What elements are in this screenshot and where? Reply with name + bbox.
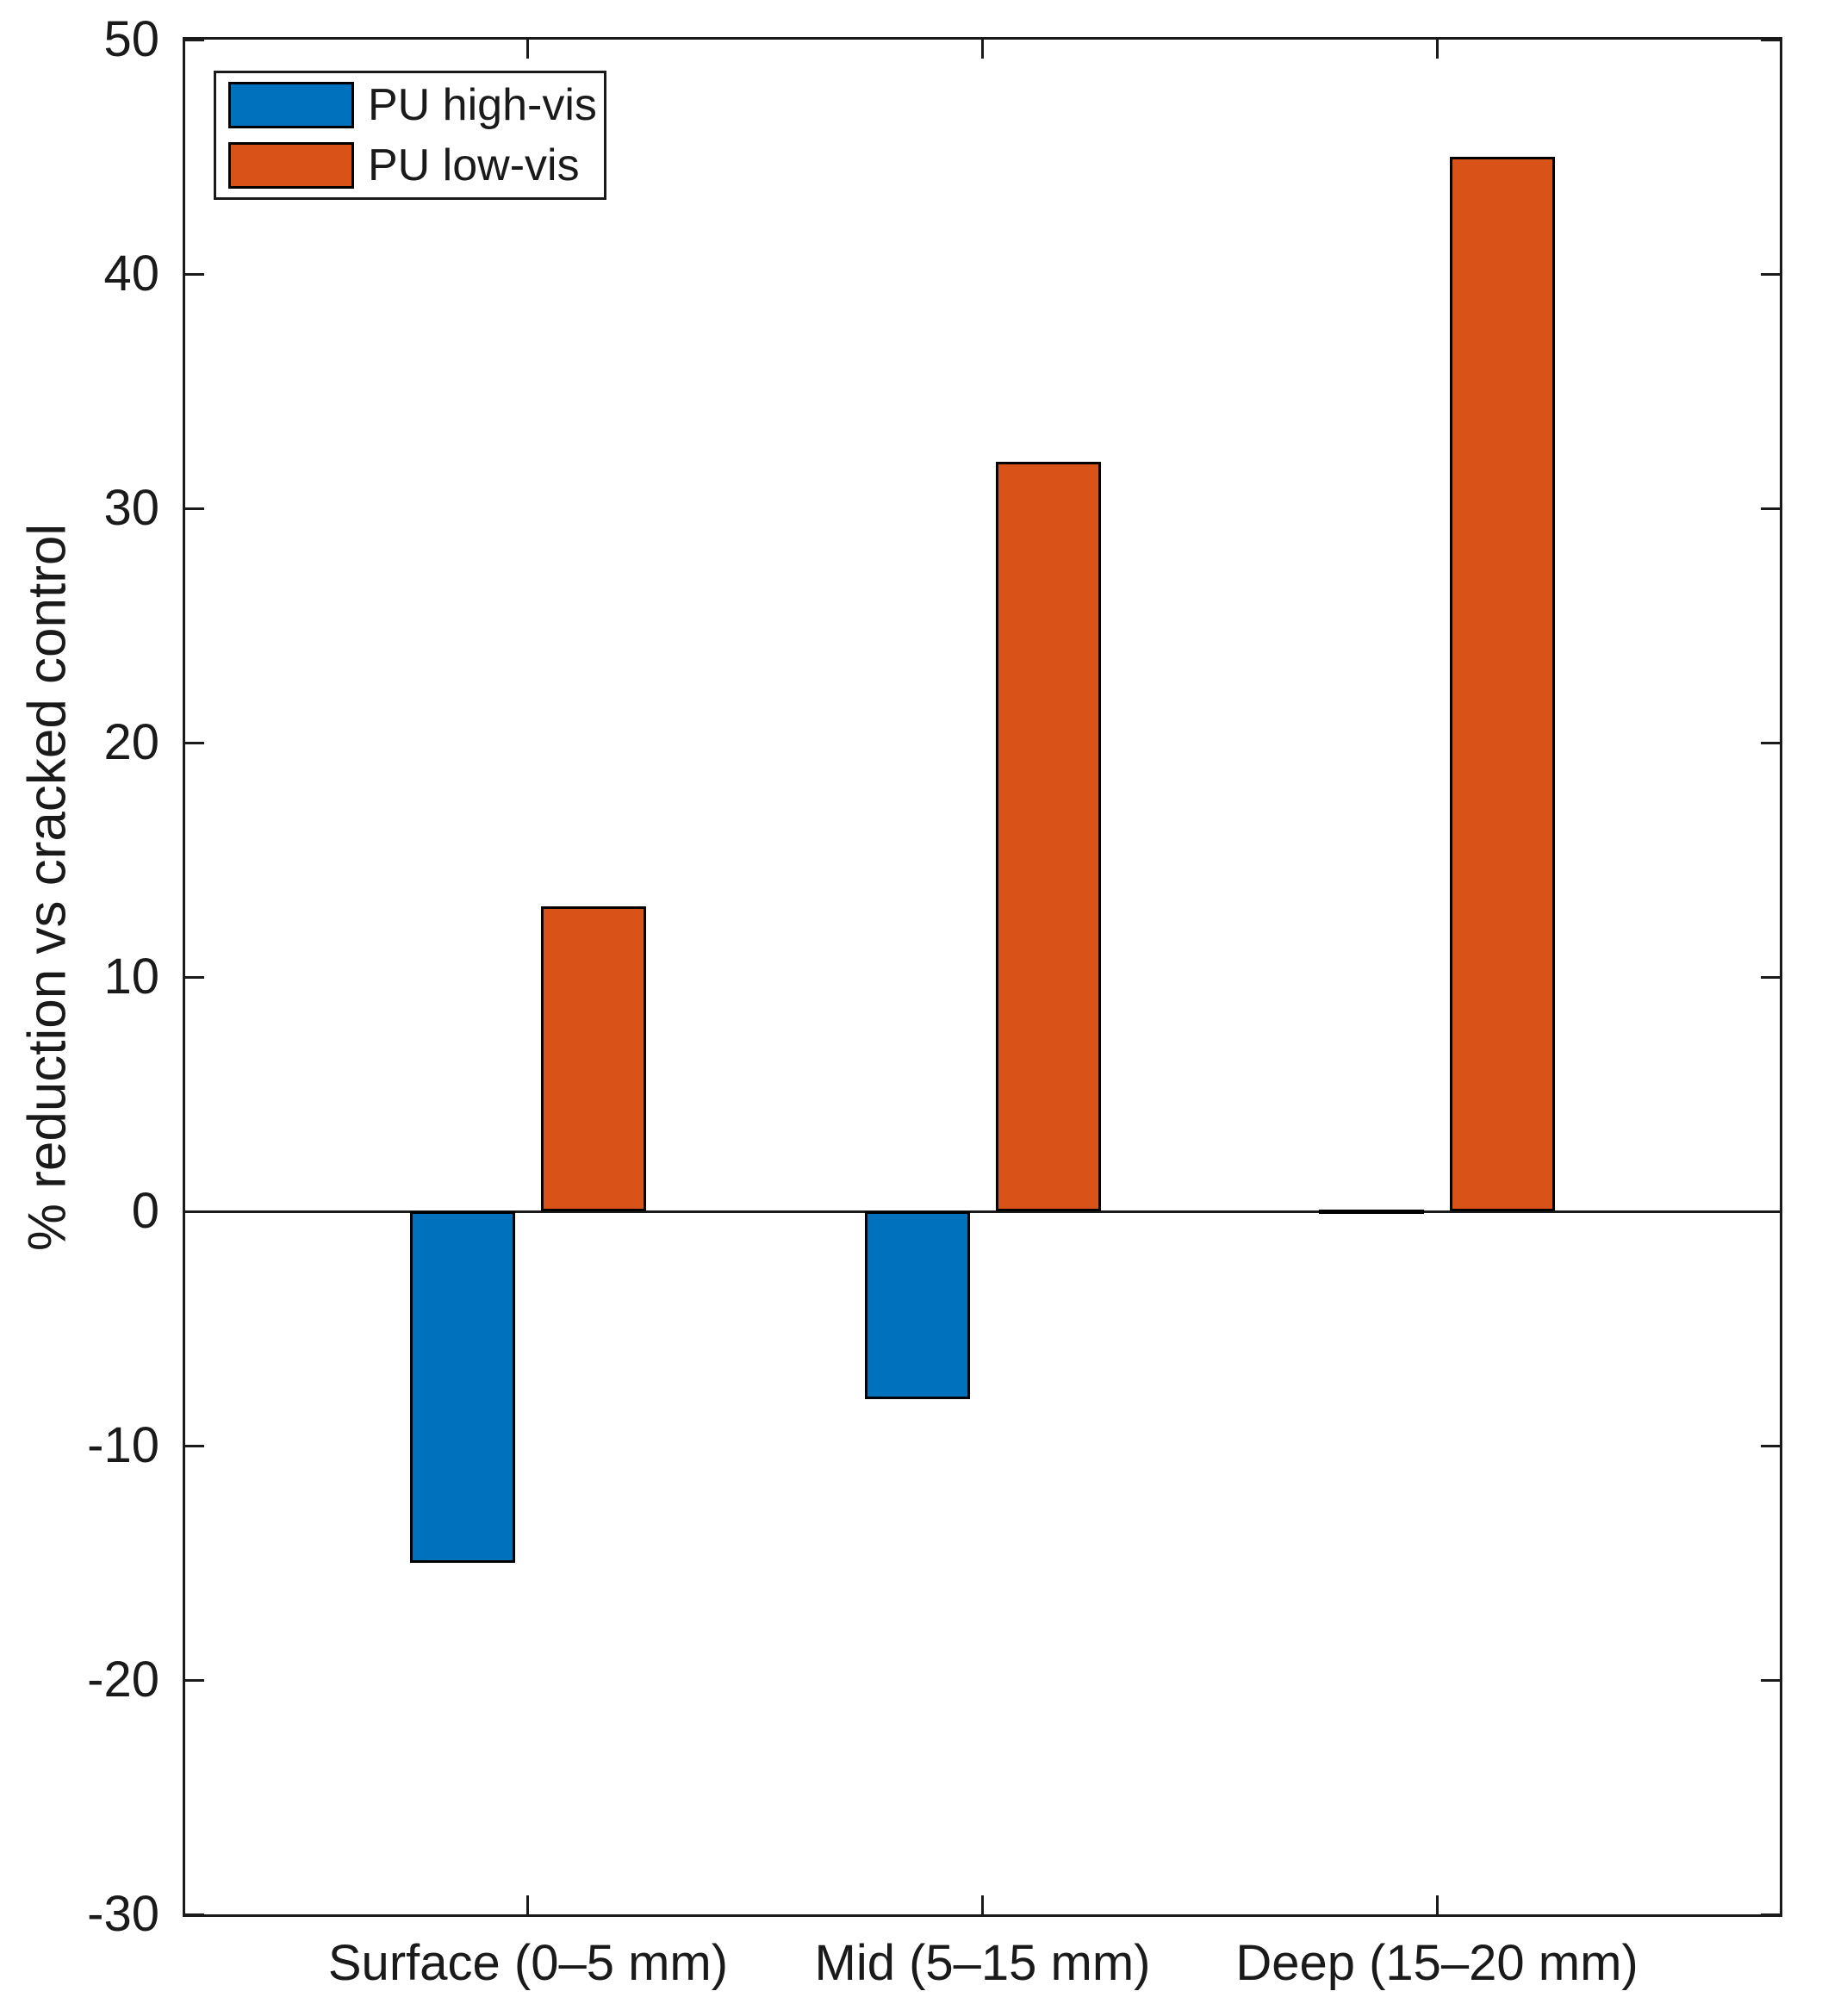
y-tick-mark-left [185,741,204,744]
x-tick-mark-bottom [1435,1895,1439,1914]
bar [995,461,1101,1211]
x-tick-mark-top [1435,40,1439,59]
y-tick-mark-left [185,1678,204,1682]
y-tick-label: 20 [103,714,159,770]
x-tick-label: Surface (0–5 mm) [327,1935,729,1991]
x-tick-mark-bottom [526,1895,530,1914]
x-tick-label: Mid (5–15 mm) [814,1935,1151,1991]
y-tick-label: -10 [87,1417,159,1473]
y-axis-label: % reduction vs cracked control [17,523,78,1252]
x-tick-mark-bottom [981,1895,984,1914]
legend-swatch [228,82,354,128]
y-tick-mark-right [1761,1444,1780,1447]
legend-row: PU low-vis [228,142,592,189]
zero-baseline [185,1210,1780,1213]
bar-zero-height [1319,1209,1425,1214]
y-tick-mark-left [185,1913,204,1916]
x-tick-label: Deep (15–20 mm) [1235,1935,1639,1991]
y-tick-label: 0 [131,1183,159,1239]
legend-row: PU high-vis [228,82,597,128]
bar [409,1211,515,1563]
y-tick-label: -30 [87,1886,159,1942]
y-tick-mark-right [1761,272,1780,276]
y-tick-mark-left [185,38,204,41]
legend-label: PU low-vis [368,140,580,190]
x-tick-mark-top [981,40,984,59]
y-tick-mark-right [1761,1678,1780,1682]
y-tick-mark-right [1761,507,1780,510]
y-tick-mark-right [1761,38,1780,41]
y-tick-mark-right [1761,975,1780,979]
y-tick-label: 50 [103,11,159,67]
y-tick-mark-left [185,1444,204,1447]
y-tick-label: 40 [103,246,159,302]
y-tick-mark-left [185,507,204,510]
bar [540,906,646,1211]
legend-swatch [228,142,354,189]
legend-label: PU high-vis [368,80,597,130]
x-tick-mark-top [526,40,530,59]
bar [864,1211,970,1399]
y-tick-label: 10 [103,949,159,1005]
bar [1450,157,1556,1211]
y-tick-mark-left [185,272,204,276]
y-tick-label: -20 [87,1652,159,1708]
y-tick-mark-right [1761,1913,1780,1916]
y-tick-mark-left [185,975,204,979]
plot-area [183,37,1782,1917]
y-tick-label: 30 [103,480,159,536]
legend: PU high-vis PU low-vis [214,71,606,200]
y-tick-mark-right [1761,741,1780,744]
